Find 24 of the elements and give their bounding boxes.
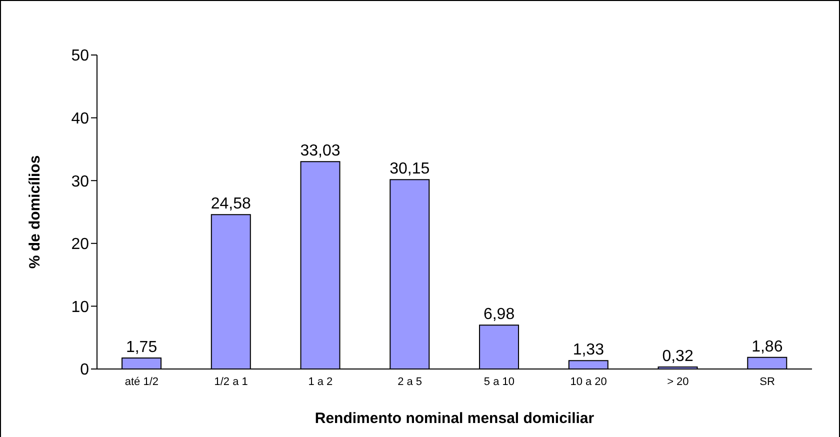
y-tick-label: 20 bbox=[71, 236, 90, 254]
y-tick-label: 30 bbox=[71, 173, 90, 190]
data-label: 1,75 bbox=[126, 339, 158, 356]
x-tick-label: 2 a 5 bbox=[398, 376, 422, 388]
x-tick-label: 1 a 2 bbox=[308, 376, 333, 388]
x-tick-label: 1/2 a 1 bbox=[214, 376, 248, 388]
x-tick-label: 10 a 20 bbox=[570, 376, 607, 388]
data-label: 1,33 bbox=[572, 342, 604, 359]
x-tick-label: SR bbox=[760, 376, 776, 388]
x-tick-label: > 20 bbox=[667, 376, 689, 388]
data-label: 33,03 bbox=[300, 142, 340, 160]
y-axis-title: % de domicílios bbox=[26, 155, 44, 269]
y-tick-label: 40 bbox=[71, 110, 90, 128]
data-label: 6,98 bbox=[483, 306, 515, 324]
y-tick-label: 50 bbox=[71, 48, 90, 65]
y-tick-label: 10 bbox=[71, 298, 90, 316]
data-label: 0,32 bbox=[662, 348, 694, 365]
x-tick-label: até 1/2 bbox=[124, 376, 159, 388]
x-axis-title: Rendimento nominal mensal domiciliar bbox=[314, 410, 594, 427]
x-tick-label: 5 a 10 bbox=[484, 376, 514, 388]
data-label: 24,58 bbox=[210, 196, 252, 213]
data-label: 1,86 bbox=[752, 338, 783, 356]
y-tick-label: 0 bbox=[80, 362, 90, 379]
data-label: 30,15 bbox=[390, 160, 430, 178]
